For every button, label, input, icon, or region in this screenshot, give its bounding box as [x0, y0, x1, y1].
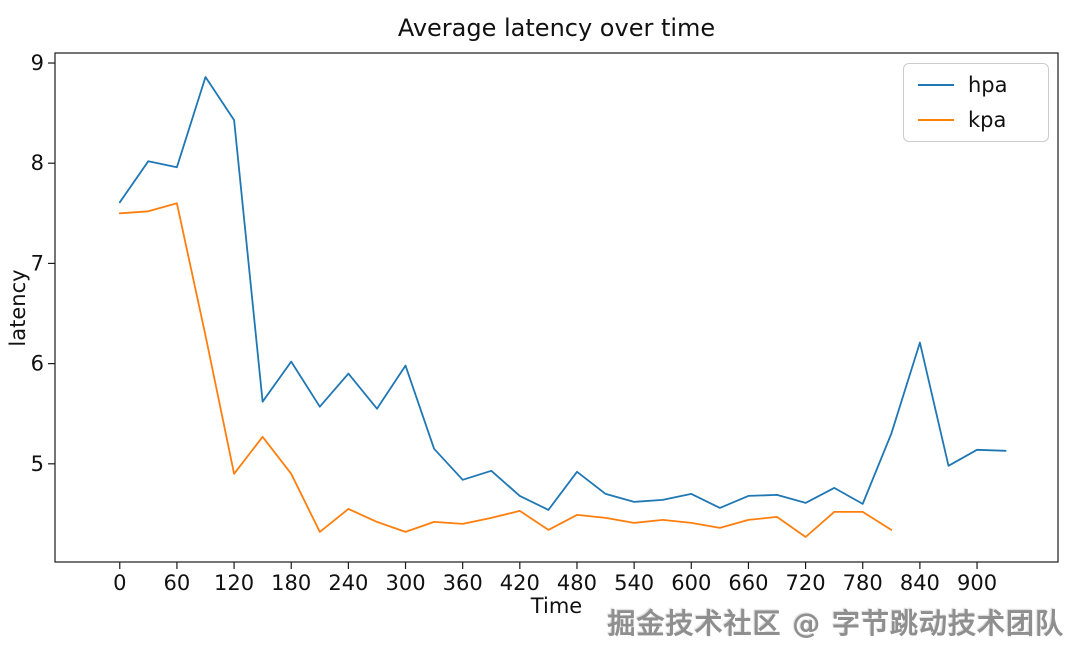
- x-tick-label: 120: [214, 571, 254, 595]
- chart-title: Average latency over time: [397, 14, 716, 42]
- x-tick-label: 540: [614, 571, 654, 595]
- x-tick-label: 480: [557, 571, 597, 595]
- hpa-line-sample-icon: [918, 84, 954, 86]
- x-tick-label: 600: [671, 571, 711, 595]
- plot-frame: [54, 52, 1059, 563]
- legend-item-hpa: hpa: [918, 72, 1036, 98]
- x-tick-label: 720: [786, 571, 826, 595]
- hpa-line: [118, 76, 1007, 511]
- legend-item-kpa: kpa: [918, 107, 1036, 133]
- y-tick-label: 8: [31, 151, 44, 175]
- kpa-line: [118, 202, 893, 538]
- x-tick-label: 780: [843, 571, 883, 595]
- x-tick-label: 840: [900, 571, 940, 595]
- x-axis-label: Time: [530, 594, 583, 618]
- watermark: 掘金技术社区 @ 字节跳动技术团队: [607, 607, 1064, 640]
- y-tick-label: 7: [31, 251, 44, 275]
- legend: hpa kpa: [903, 63, 1049, 142]
- y-tick-label: 6: [31, 352, 44, 376]
- x-tick-label: 300: [385, 571, 425, 595]
- x-tick-label: 240: [328, 571, 368, 595]
- x-tick-label: 60: [164, 571, 191, 595]
- x-tick-label: 180: [271, 571, 311, 595]
- x-tick-label: 660: [728, 571, 768, 595]
- x-tick-label: 360: [443, 571, 483, 595]
- y-tick-label: 9: [31, 51, 44, 75]
- y-tick-label: 5: [31, 452, 44, 476]
- legend-label-hpa: hpa: [968, 72, 1008, 97]
- y-axis-label: latency: [6, 269, 30, 347]
- x-tick-label: 0: [113, 571, 126, 595]
- x-tick-label: 900: [957, 571, 997, 595]
- kpa-line-sample-icon: [918, 119, 954, 121]
- x-tick-label: 420: [500, 571, 540, 595]
- legend-label-kpa: kpa: [968, 107, 1007, 132]
